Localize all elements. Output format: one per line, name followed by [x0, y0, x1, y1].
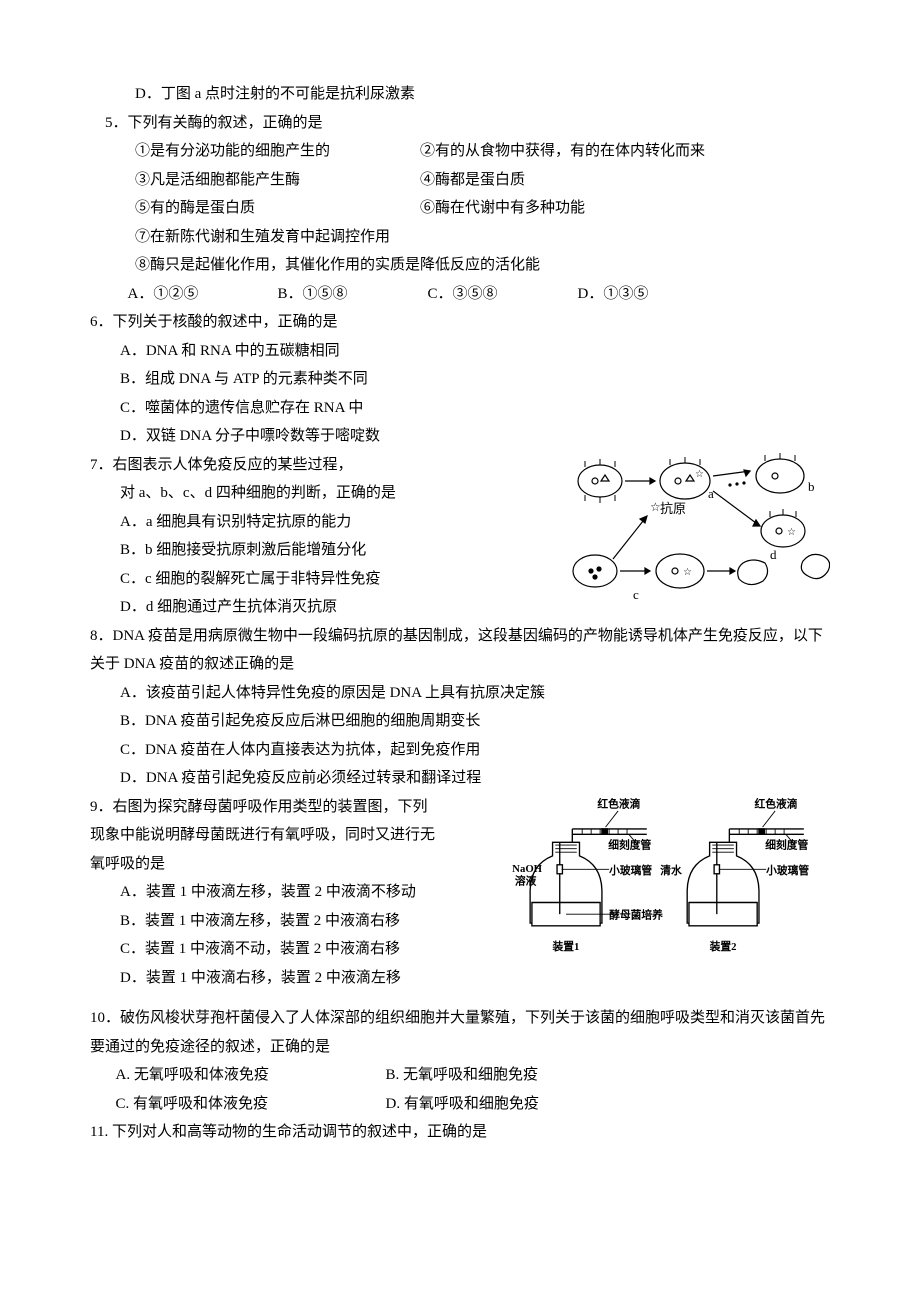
q8-option-b: B．DNA 疫苗引起免疫反应后淋巴细胞的细胞周期变长	[90, 707, 830, 736]
q7-label-c: c	[633, 587, 639, 602]
svg-text:☆: ☆	[787, 527, 796, 538]
q9-label-small-glass-1: 小玻璃管	[608, 863, 652, 876]
q9-label-yeast: 酵母菌培养	[609, 908, 663, 921]
q9-option-d: D．装置 1 中液滴右移，装置 2 中液滴左移	[90, 964, 830, 993]
q5-s1: ①是有分泌功能的细胞产生的	[135, 137, 420, 166]
q5-s4: ④酶都是蛋白质	[420, 166, 525, 195]
q10-option-c: C. 有氧呼吸和体液免疫	[90, 1090, 386, 1119]
q6-option-b: B．组成 DNA 与 ATP 的元素种类不同	[90, 365, 830, 394]
q5-option-c: C．③⑤⑧	[428, 280, 578, 309]
q5-option-d: D．①③⑤	[578, 280, 728, 309]
q8-stem: 8．DNA 疫苗是用病原微生物中一段编码抗原的基因制成，这段基因编码的产物能诱导…	[90, 622, 830, 679]
q7-label-b: b	[808, 479, 815, 494]
q9-label-device1: 装置1	[552, 940, 580, 953]
q7-block: ☆ a b ☆ 抗原 ☆ d	[90, 451, 830, 622]
q10-options-row1: A. 无氧呼吸和体液免疫 B. 无氧呼吸和细胞免疫	[90, 1061, 830, 1090]
q9-label-red-drop-2: 红色液滴	[754, 797, 797, 810]
q10-option-b: B. 无氧呼吸和细胞免疫	[386, 1061, 539, 1090]
q9-label-fine-scale-2: 细刻度管	[765, 838, 808, 851]
q10-option-a: A. 无氧呼吸和体液免疫	[90, 1061, 386, 1090]
q5-statements-row1: ①是有分泌功能的细胞产生的 ②有的从食物中获得，有的在体内转化而来	[90, 137, 830, 166]
q5-options: A．①②⑤ B．①⑤⑧ C．③⑤⑧ D．①③⑤	[90, 280, 830, 309]
q6-option-c: C．噬菌体的遗传信息贮存在 RNA 中	[90, 394, 830, 423]
q9-label-small-glass-2: 小玻璃管	[765, 863, 809, 876]
q8-option-c: C．DNA 疫苗在人体内直接表达为抗体，起到免疫作用	[90, 736, 830, 765]
q5-stem: 5．下列有关酶的叙述，正确的是	[90, 109, 830, 138]
q5-s2: ②有的从食物中获得，有的在体内转化而来	[420, 137, 705, 166]
q7-label-a: a	[708, 486, 714, 501]
q6-option-a: A．DNA 和 RNA 中的五碳糖相同	[90, 337, 830, 366]
q9-label-device2: 装置2	[709, 940, 737, 953]
svg-text:☆: ☆	[695, 469, 704, 480]
q9-label-water: 清水	[660, 863, 682, 876]
q9-figure: 红色液滴 红色液滴 细刻度管 细刻度管 小玻璃管 小玻璃管 NaOH 溶液 清水…	[495, 793, 830, 968]
q10-options-row2: C. 有氧呼吸和体液免疫 D. 有氧呼吸和细胞免疫	[90, 1090, 830, 1119]
q7-figure: ☆ a b ☆ 抗原 ☆ d	[565, 451, 830, 606]
q7-label-d: d	[770, 547, 777, 562]
q5-s7: ⑦在新陈代谢和生殖发育中起调控作用	[90, 223, 830, 252]
q8-option-d: D．DNA 疫苗引起免疫反应前必须经过转录和翻译过程	[90, 764, 830, 793]
svg-text:☆: ☆	[683, 567, 692, 578]
q6-option-d: D．双链 DNA 分子中嘌呤数等于嘧啶数	[90, 422, 830, 451]
q9-label-naoh: NaOH	[512, 862, 543, 874]
q10-stem: 10．破伤风梭状芽孢杆菌侵入了人体深部的组织细胞并大量繁殖，下列关于该菌的细胞呼…	[90, 1004, 830, 1061]
q9-label-fine-scale-1: 细刻度管	[608, 838, 651, 851]
q6-stem: 6．下列关于核酸的叙述中，正确的是	[90, 308, 830, 337]
q5-statements-row2: ③凡是活细胞都能产生酶 ④酶都是蛋白质	[90, 166, 830, 195]
q10-option-d: D. 有氧呼吸和细胞免疫	[386, 1090, 539, 1119]
immune-cells-diagram-icon: ☆ a b ☆ 抗原 ☆ d	[565, 451, 830, 606]
q5-s8: ⑧酶只是起催化作用，其催化作用的实质是降低反应的活化能	[90, 251, 830, 280]
q9-stem: 9．右图为探究酵母菌呼吸作用类型的装置图，下列现象中能说明酵母菌既进行有氧呼吸，…	[90, 793, 435, 879]
q5-option-b: B．①⑤⑧	[278, 280, 428, 309]
q7-antigen-label: 抗原	[660, 501, 686, 516]
q8-option-a: A．该疫苗引起人体特异性免疫的原因是 DNA 上具有抗原决定簇	[90, 679, 830, 708]
q9-label-naoh-2: 溶液	[515, 874, 537, 887]
q5-s5: ⑤有的酶是蛋白质	[135, 194, 420, 223]
q11-stem: 11. 下列对人和高等动物的生命活动调节的叙述中，正确的是	[90, 1118, 830, 1147]
respiration-apparatus-icon: 红色液滴 红色液滴 细刻度管 细刻度管 小玻璃管 小玻璃管 NaOH 溶液 清水…	[495, 793, 830, 968]
q5-s3: ③凡是活细胞都能产生酶	[135, 166, 420, 195]
q9-label-red-drop-1: 红色液滴	[597, 797, 640, 810]
q5-option-a: A．①②⑤	[90, 280, 278, 309]
q5-statements-row3: ⑤有的酶是蛋白质 ⑥酶在代谢中有多种功能	[90, 194, 830, 223]
q5-s6: ⑥酶在代谢中有多种功能	[420, 194, 585, 223]
q9-block: 红色液滴 红色液滴 细刻度管 细刻度管 小玻璃管 小玻璃管 NaOH 溶液 清水…	[90, 793, 830, 993]
q4-option-d: D．丁图 a 点时注射的不可能是抗利尿激素	[90, 80, 830, 109]
